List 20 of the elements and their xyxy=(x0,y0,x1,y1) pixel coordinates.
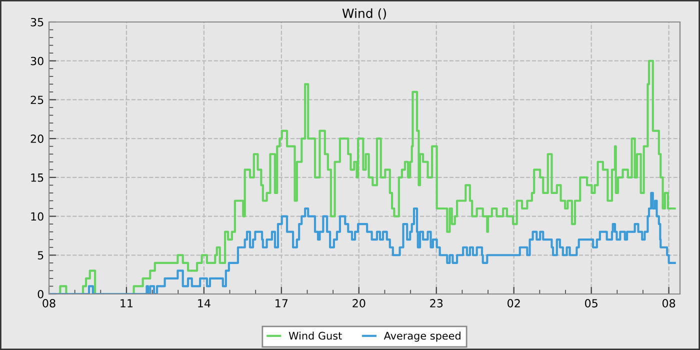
y-tick-label: 35 xyxy=(30,18,44,26)
legend-label: Wind Gust xyxy=(288,332,342,340)
x-tick-label: 08 xyxy=(662,299,676,308)
x-tick-label: 20 xyxy=(352,299,366,308)
x-tick-label: 11 xyxy=(120,299,133,308)
x-tick-label: 17 xyxy=(276,299,288,308)
x-tick-label: 02 xyxy=(508,299,520,308)
y-tick-label: 15 xyxy=(31,174,44,182)
chart-title: Wind () xyxy=(342,8,386,20)
y-tick-label: 5 xyxy=(38,251,44,260)
y-tick-label: 30 xyxy=(30,56,44,66)
y-tick-label: 20 xyxy=(30,134,44,143)
legend-label: Average speed xyxy=(384,332,460,342)
x-tick-label: 05 xyxy=(584,299,598,308)
x-tick-label: 08 xyxy=(42,299,56,308)
y-tick-label: 10 xyxy=(31,212,44,221)
y-tick-label: 25 xyxy=(30,96,44,104)
x-tick-label: 23 xyxy=(430,299,443,308)
y-tick-label: 0 xyxy=(38,290,44,298)
x-tick-label: 14 xyxy=(198,299,210,308)
